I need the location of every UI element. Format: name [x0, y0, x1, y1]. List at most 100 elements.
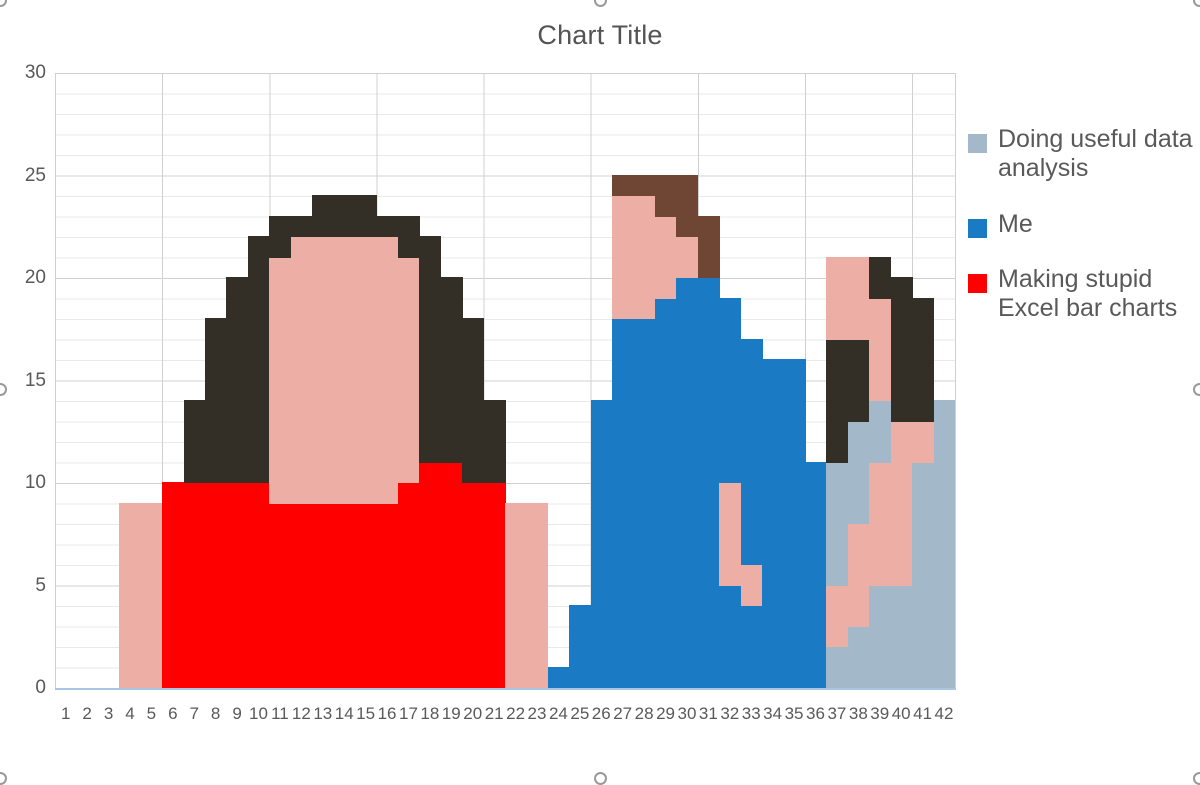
- bar-segment[interactable]: [676, 236, 699, 278]
- bar-segment[interactable]: [247, 482, 270, 688]
- bar-series-container[interactable]: [55, 73, 955, 688]
- bar-segment[interactable]: [290, 236, 313, 504]
- bar-column[interactable]: [312, 73, 335, 688]
- bar-column[interactable]: [762, 73, 785, 688]
- bar-column[interactable]: [355, 73, 378, 688]
- bar-segment[interactable]: [419, 461, 442, 688]
- bar-segment[interactable]: [376, 236, 399, 504]
- bar-segment[interactable]: [912, 420, 935, 463]
- bar-column[interactable]: [440, 73, 463, 688]
- bar-column[interactable]: [912, 73, 935, 688]
- bar-segment[interactable]: [612, 195, 635, 319]
- bar-column[interactable]: [247, 73, 270, 688]
- value-axis[interactable]: 0 5 10 15 20 25 30: [0, 62, 46, 698]
- bar-column[interactable]: [483, 73, 506, 688]
- bar-segment[interactable]: [140, 502, 163, 688]
- selection-handle-bottom-center[interactable]: [594, 772, 607, 785]
- bar-column[interactable]: [590, 73, 613, 688]
- bar-segment[interactable]: [376, 215, 399, 237]
- bar-column[interactable]: [869, 73, 892, 688]
- bar-segment[interactable]: [633, 318, 656, 688]
- bar-segment[interactable]: [312, 236, 335, 504]
- bar-segment[interactable]: [590, 400, 613, 688]
- plot-area[interactable]: [55, 73, 955, 688]
- selection-handle-bottom-left[interactable]: [0, 772, 7, 785]
- legend-item[interactable]: Doing useful data analysis: [968, 125, 1193, 184]
- selection-handle-top-left[interactable]: [0, 0, 7, 7]
- bar-column[interactable]: [847, 73, 870, 688]
- bar-segment[interactable]: [933, 400, 955, 688]
- bar-segment[interactable]: [719, 482, 742, 586]
- bar-segment[interactable]: [205, 318, 228, 483]
- bar-segment[interactable]: [269, 502, 292, 688]
- bar-segment[interactable]: [312, 195, 335, 237]
- bar-segment[interactable]: [847, 256, 870, 340]
- bar-segment[interactable]: [783, 359, 806, 688]
- bar-segment[interactable]: [890, 420, 913, 586]
- bar-column[interactable]: [376, 73, 399, 688]
- bar-column[interactable]: [140, 73, 163, 688]
- bar-segment[interactable]: [483, 400, 506, 483]
- bar-segment[interactable]: [269, 256, 292, 504]
- selection-handle-top-center[interactable]: [594, 0, 607, 7]
- bar-column[interactable]: [783, 73, 806, 688]
- bar-column[interactable]: [933, 73, 955, 688]
- bar-segment[interactable]: [869, 400, 892, 463]
- bar-segment[interactable]: [569, 605, 592, 688]
- bar-segment[interactable]: [826, 338, 849, 463]
- selection-handle-middle-right[interactable]: [1193, 383, 1200, 396]
- bar-column[interactable]: [890, 73, 913, 688]
- bar-segment[interactable]: [826, 461, 849, 586]
- bar-segment[interactable]: [290, 215, 313, 237]
- bar-column[interactable]: [740, 73, 763, 688]
- bar-segment[interactable]: [740, 605, 763, 688]
- bar-column[interactable]: [290, 73, 313, 688]
- bar-segment[interactable]: [247, 236, 270, 483]
- bar-segment[interactable]: [890, 277, 913, 422]
- bar-segment[interactable]: [397, 215, 420, 258]
- bar-column[interactable]: [805, 73, 828, 688]
- bar-column[interactable]: [633, 73, 656, 688]
- selection-handle-top-right[interactable]: [1193, 0, 1200, 7]
- bar-segment[interactable]: [847, 523, 870, 627]
- bar-segment[interactable]: [440, 461, 463, 688]
- bar-segment[interactable]: [162, 482, 185, 688]
- bar-segment[interactable]: [805, 461, 828, 688]
- bar-segment[interactable]: [419, 236, 442, 463]
- bar-segment[interactable]: [355, 195, 378, 237]
- bar-segment[interactable]: [869, 461, 892, 586]
- legend-item[interactable]: Making stupid Excel bar charts: [968, 265, 1193, 324]
- chart-title[interactable]: Chart Title: [537, 20, 663, 50]
- bar-segment[interactable]: [205, 482, 228, 688]
- bar-column[interactable]: [226, 73, 249, 688]
- bar-segment[interactable]: [612, 174, 635, 196]
- bar-column[interactable]: [269, 73, 292, 688]
- bar-column[interactable]: [569, 73, 592, 688]
- bar-column[interactable]: [719, 73, 742, 688]
- bar-segment[interactable]: [847, 625, 870, 688]
- bar-segment[interactable]: [697, 215, 720, 278]
- bar-column[interactable]: [205, 73, 228, 688]
- bar-column[interactable]: [655, 73, 678, 688]
- bar-segment[interactable]: [912, 461, 935, 688]
- bar-column[interactable]: [526, 73, 549, 688]
- bar-segment[interactable]: [462, 482, 485, 688]
- bar-column[interactable]: [612, 73, 635, 688]
- bar-segment[interactable]: [633, 195, 656, 319]
- bar-segment[interactable]: [912, 297, 935, 422]
- bar-column[interactable]: [462, 73, 485, 688]
- bar-column[interactable]: [162, 73, 185, 688]
- bar-segment[interactable]: [547, 666, 570, 688]
- bar-segment[interactable]: [483, 482, 506, 688]
- bar-segment[interactable]: [612, 318, 635, 688]
- bar-column[interactable]: [183, 73, 206, 688]
- bar-segment[interactable]: [826, 584, 849, 647]
- bar-segment[interactable]: [526, 502, 549, 688]
- bar-segment[interactable]: [869, 297, 892, 401]
- bar-segment[interactable]: [333, 502, 356, 688]
- bar-column[interactable]: [676, 73, 699, 688]
- bar-column[interactable]: [397, 73, 420, 688]
- bar-column[interactable]: [119, 73, 142, 688]
- bar-segment[interactable]: [826, 256, 849, 340]
